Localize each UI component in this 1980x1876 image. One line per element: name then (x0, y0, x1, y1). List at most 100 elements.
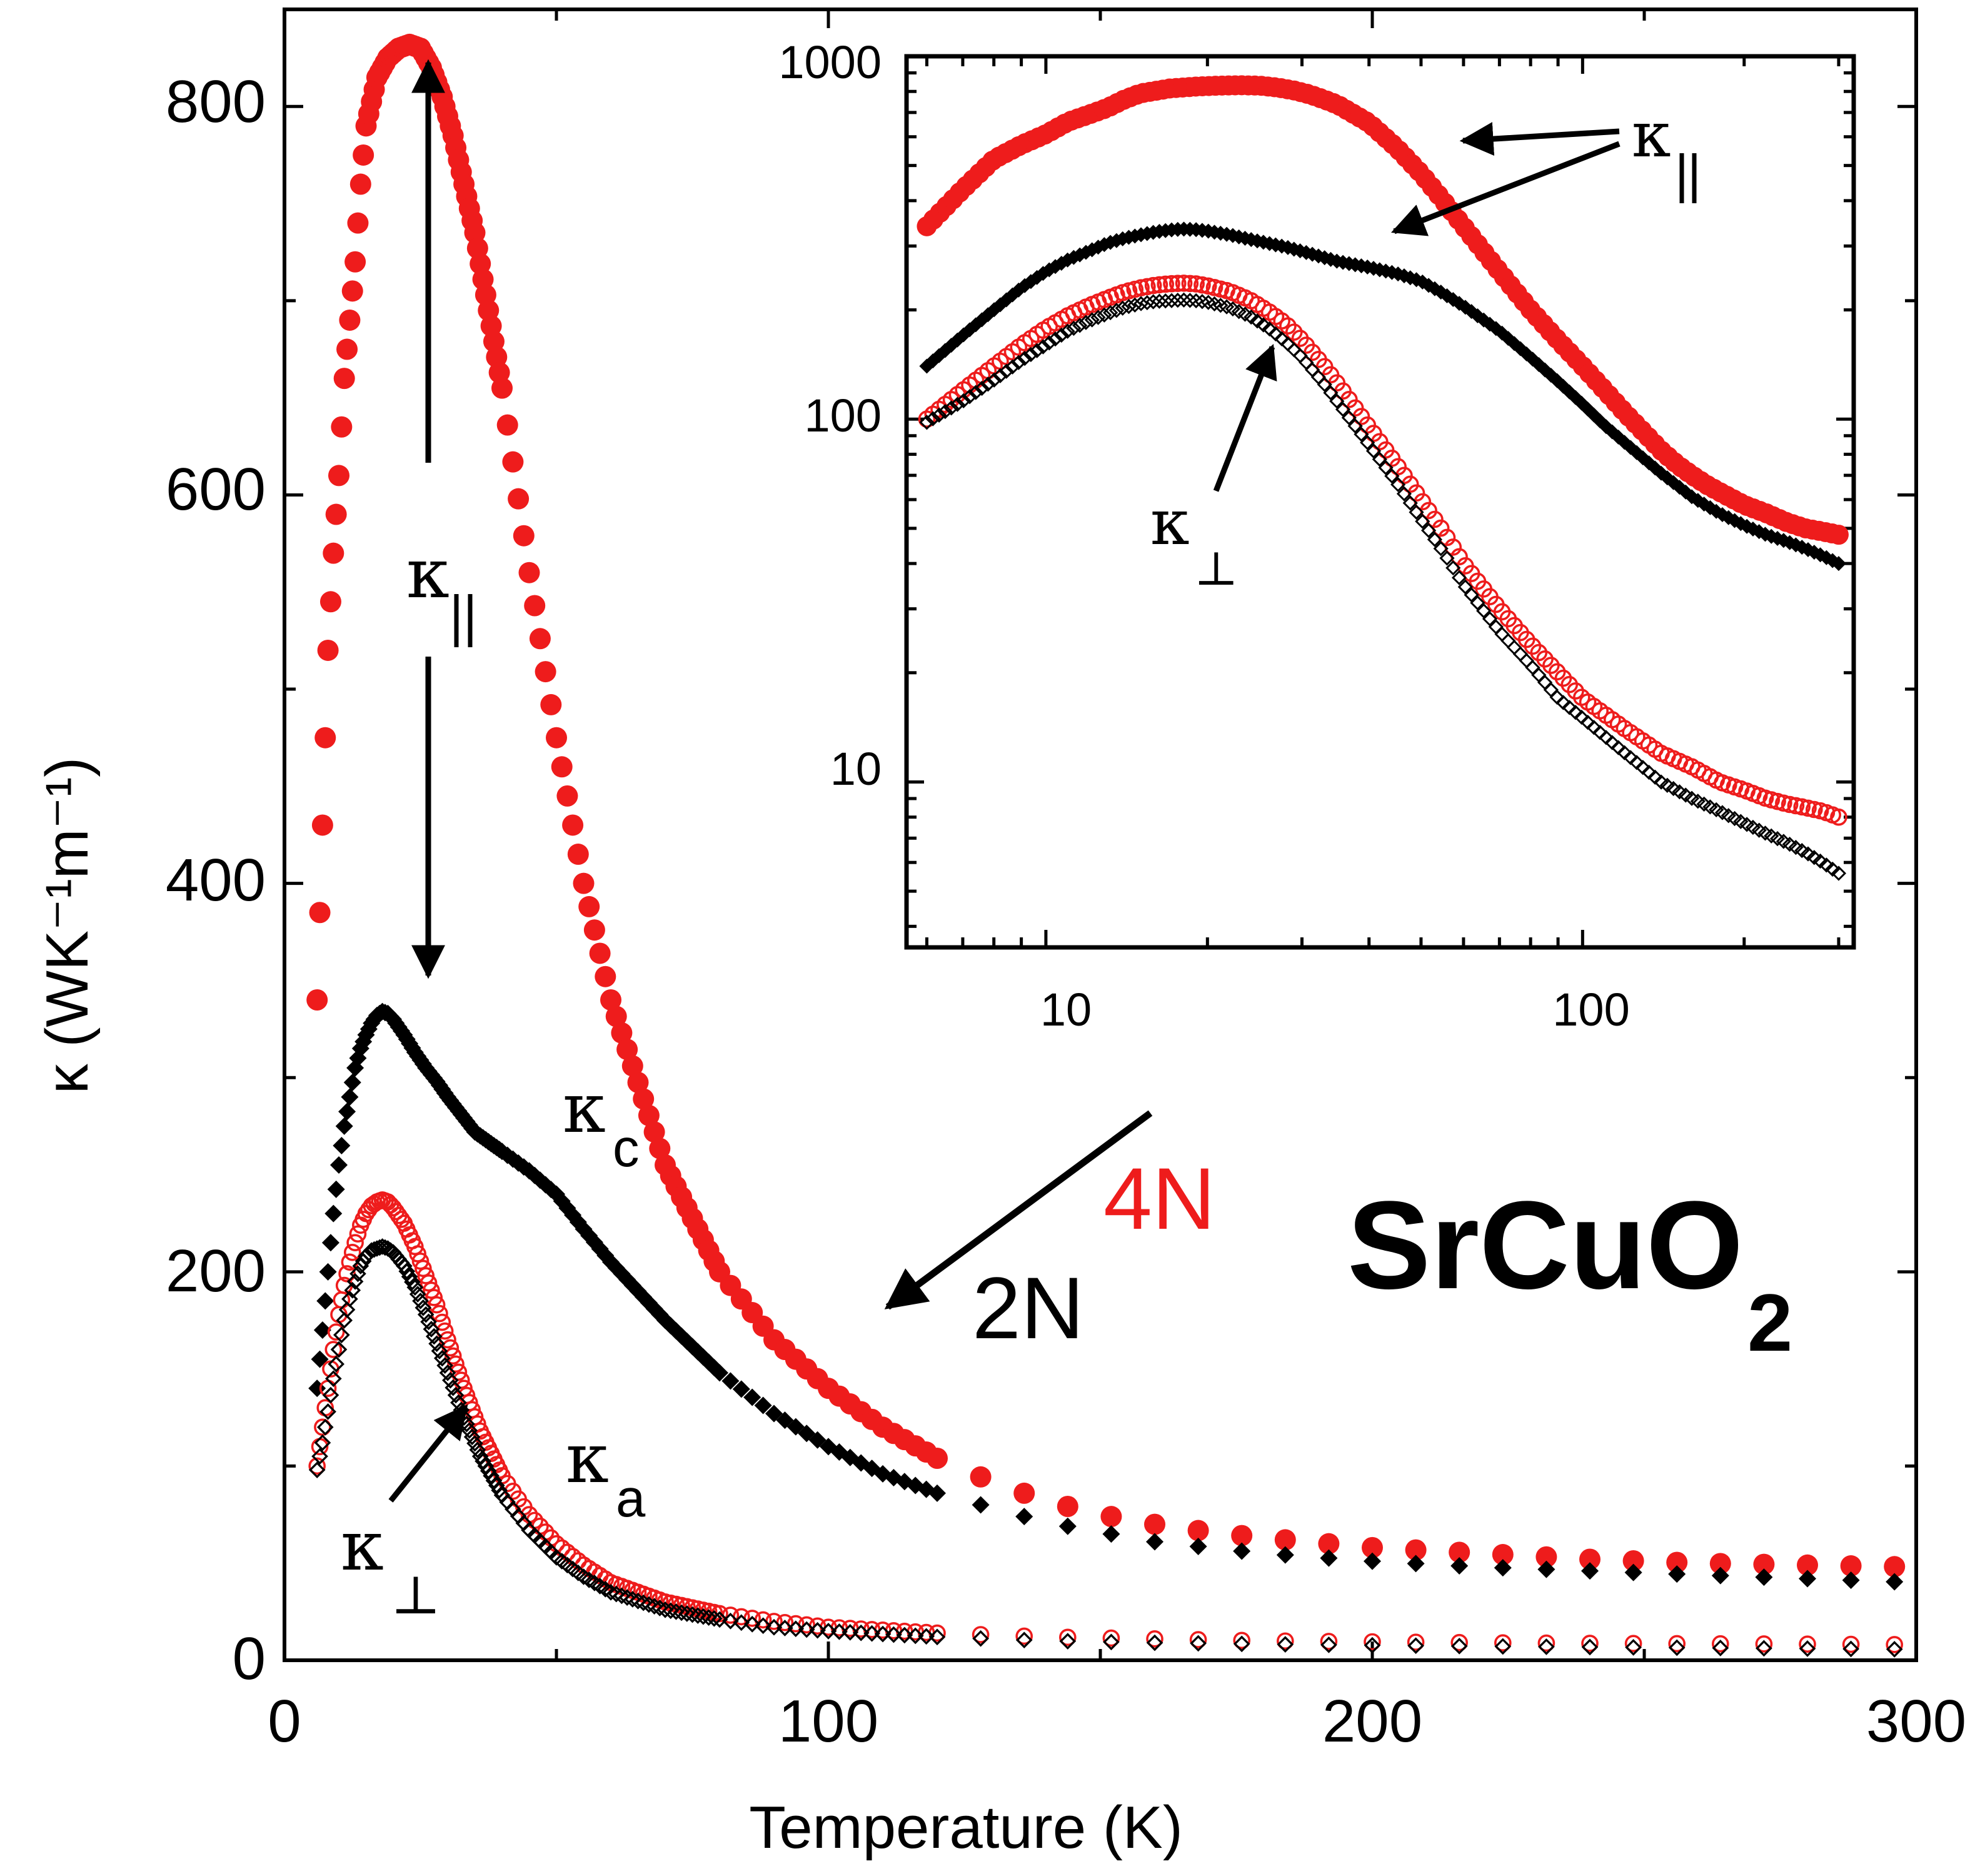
data-point (1187, 1520, 1209, 1541)
data-point (1668, 1565, 1686, 1583)
data-point (425, 1328, 443, 1345)
data-point (328, 465, 349, 487)
kc-subscript: c (613, 1119, 640, 1178)
inset-data-point (1066, 320, 1082, 336)
inset-data-point (1182, 293, 1198, 308)
inset-data-point (962, 389, 978, 405)
data-point (314, 1434, 331, 1451)
data-point (630, 1592, 646, 1610)
data-point (885, 1626, 902, 1643)
inset-data-point (1194, 294, 1210, 310)
ka-subscript: a (616, 1469, 646, 1528)
data-point (820, 1623, 837, 1640)
data-point (1450, 1557, 1469, 1575)
data-point (1668, 1639, 1686, 1657)
inset-data-point (937, 404, 953, 420)
inset-data-point (1017, 351, 1033, 366)
data-point (1102, 1629, 1120, 1647)
inset-data-point (1158, 293, 1173, 309)
data-point (336, 1312, 353, 1329)
data-point (1884, 1556, 1906, 1578)
inset-data-point (1457, 579, 1473, 595)
inset-data-point (1163, 275, 1180, 293)
data-point (433, 1349, 451, 1367)
data-point (573, 872, 595, 894)
y-axis-title: κ (WK⁻¹m⁻¹) (34, 757, 101, 1094)
data-point (1276, 1546, 1294, 1564)
data-point (1449, 1541, 1470, 1563)
inset-data-point (1255, 317, 1271, 333)
data-point (1015, 1627, 1033, 1645)
series-0 (306, 33, 1906, 1578)
perp-subscript: ⊥ (391, 1565, 441, 1626)
inset-data-point (1317, 376, 1332, 393)
data-point (711, 1364, 728, 1382)
data-point (374, 1238, 391, 1255)
data-point (972, 1630, 989, 1647)
data-point (1756, 1640, 1772, 1657)
data-point (608, 1585, 625, 1603)
data-point (1450, 1637, 1468, 1655)
data-point (330, 1341, 348, 1358)
data-point (1625, 1639, 1642, 1656)
data-point (700, 1609, 717, 1626)
data-point (743, 1388, 761, 1406)
data-point (316, 1292, 334, 1310)
data-point (420, 1313, 437, 1331)
inset-series-1 (919, 221, 1846, 572)
data-point (491, 1481, 508, 1499)
inset-data-point (950, 396, 965, 412)
inset-data-point (1170, 293, 1185, 308)
data-point (428, 1296, 446, 1314)
inset-data-point (1396, 486, 1412, 502)
kc-label: κ c (563, 1068, 640, 1178)
data-point (1886, 1641, 1903, 1658)
inset-data-point (1335, 401, 1351, 417)
inset-data-point (1072, 318, 1088, 333)
series-1 (308, 1002, 1904, 1591)
data-point (1842, 1640, 1859, 1658)
kappa-symbol: κ (1632, 98, 1671, 171)
data-point (874, 1625, 892, 1643)
data-point (404, 1273, 421, 1291)
data-point (656, 1601, 674, 1618)
inset-series-3 (919, 292, 1847, 881)
label-4n: 4N (1103, 1149, 1215, 1248)
data-point (341, 1088, 359, 1106)
label-2n: 2N (972, 1259, 1084, 1357)
inset-data-point (1121, 298, 1137, 315)
inset-x-tick-labels: 10 100 (1040, 984, 1630, 1036)
inset-data-point (1176, 292, 1192, 308)
inset-data-point (1145, 294, 1161, 310)
data-point (1494, 1638, 1512, 1655)
data-point (678, 1605, 696, 1622)
y-tick-label: 200 (166, 1238, 266, 1304)
inset-data-point (1329, 393, 1345, 409)
data-point (633, 1088, 655, 1110)
inset-data-point (1144, 276, 1162, 295)
data-point (1797, 1554, 1818, 1576)
data-point (316, 1418, 334, 1436)
data-point (423, 1321, 440, 1338)
data-point (1840, 1555, 1862, 1577)
data-point (651, 1600, 668, 1616)
inset-data-point (1108, 303, 1125, 318)
kappa-symbol: κ (1150, 486, 1190, 559)
inset-data-point (956, 393, 972, 408)
data-point (339, 309, 361, 331)
data-point (343, 1243, 361, 1261)
inset-kperp-label: κ ⊥ (1150, 486, 1239, 596)
data-point (309, 902, 331, 924)
annotation-arrows (388, 59, 1621, 1503)
inset-data-point (1360, 435, 1375, 450)
data-point (1059, 1628, 1077, 1647)
series-3 (308, 1238, 1903, 1658)
inset-kperp-arrow (1213, 343, 1277, 492)
data-point (346, 1234, 364, 1252)
2n-4n-arrow (884, 1110, 1153, 1310)
inset-data-point (1011, 355, 1027, 370)
data-point (1100, 1506, 1122, 1528)
perp-subscript: ⊥ (1194, 541, 1239, 596)
inset-data-point (1285, 323, 1303, 341)
data-point (1102, 1525, 1120, 1543)
